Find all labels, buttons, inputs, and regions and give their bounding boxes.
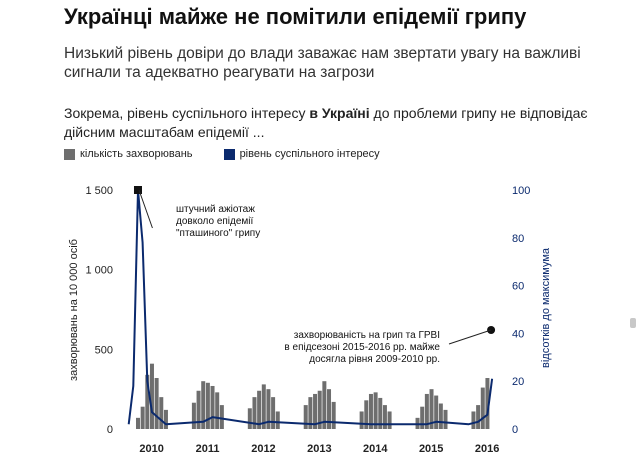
bar <box>485 378 490 429</box>
bar <box>308 397 313 429</box>
legend-item-line: рівень суспільного інтересу <box>223 148 380 160</box>
bar <box>420 406 425 429</box>
y-tick-label: 0 <box>107 424 113 436</box>
legend-swatch-line <box>223 148 235 160</box>
annotation-1-line: "пташиного" грипу <box>176 228 260 239</box>
bar <box>140 406 145 429</box>
y2-tick-label: 0 <box>512 424 518 436</box>
bar <box>443 409 448 429</box>
bar <box>429 389 434 429</box>
bar <box>215 392 220 429</box>
y2-tick-label: 80 <box>512 233 524 245</box>
subtitle: Низький рівень довіри до влади заважає н… <box>64 45 581 81</box>
bar <box>480 387 485 429</box>
bar <box>471 411 476 429</box>
bar <box>378 397 383 429</box>
y2-tick-label: 20 <box>512 376 524 388</box>
bar <box>359 411 364 429</box>
bar <box>368 393 373 429</box>
y-tick-label: 1 500 <box>85 185 113 197</box>
bar <box>205 382 210 429</box>
bar <box>135 417 140 429</box>
y2-axis-title: відсотків до максимума <box>540 247 552 368</box>
annotation-leader-2 <box>448 329 492 345</box>
x-tick-label: 2014 <box>363 443 388 455</box>
annotation-1-line: довколо епідемії <box>176 216 254 227</box>
bar <box>196 390 201 429</box>
interest-line <box>127 189 494 426</box>
bar <box>275 411 280 429</box>
x-tick-label: 2015 <box>419 443 443 455</box>
bar <box>317 390 322 429</box>
bar <box>271 397 276 429</box>
annotation-2-line: в епідсезоні 2015-2016 рр. майже <box>284 342 440 353</box>
legend-label-line: рівень суспільного інтересу <box>239 148 380 160</box>
bar <box>261 384 266 429</box>
bar <box>210 385 215 429</box>
annotation-2-line: захворюваність на грип та ГРВІ <box>294 330 440 341</box>
bar <box>266 389 271 429</box>
x-tick-label: 2013 <box>307 443 331 455</box>
bar <box>424 393 429 429</box>
lead-text-bold: в Україні <box>309 105 370 121</box>
bar <box>191 402 196 429</box>
bar <box>438 403 443 429</box>
annotation-2-line: досягла рівня 2009-2010 рр. <box>309 354 440 365</box>
bar <box>159 397 164 429</box>
y2-tick-label: 100 <box>512 185 530 197</box>
y-tick-label: 500 <box>95 344 113 356</box>
x-tick-label: 2012 <box>251 443 275 455</box>
bar <box>247 408 252 429</box>
chart-legend: кількість захворювань рівень суспільного… <box>64 148 408 163</box>
lead-text-start: Зокрема, рівень суспільного інтересу <box>64 105 310 121</box>
bar <box>373 392 378 429</box>
bar <box>252 397 257 429</box>
y2-tick-label: 40 <box>512 328 524 340</box>
x-tick-label: 2016 <box>475 443 499 455</box>
page-title: Українці майже не помітили епідемії грип… <box>64 4 527 29</box>
legend-swatch-bars <box>64 148 75 160</box>
lead-text: Зокрема, рівень суспільного інтересу в У… <box>64 104 624 142</box>
bar <box>331 401 336 429</box>
x-tick-label: 2010 <box>139 443 163 455</box>
x-tick-label: 2011 <box>196 443 220 455</box>
bar <box>145 374 150 429</box>
bar <box>327 389 332 429</box>
bar <box>219 405 224 429</box>
bar <box>313 393 318 429</box>
bar <box>382 405 387 429</box>
scrollbar-thumb[interactable] <box>630 318 636 328</box>
bar <box>476 405 481 429</box>
peak-marker-2009 <box>133 186 142 194</box>
bar <box>303 405 308 429</box>
legend-label-bars: кількість захворювань <box>80 148 193 160</box>
bar <box>387 411 392 429</box>
bar <box>154 378 159 429</box>
y2-tick-label: 60 <box>512 281 524 293</box>
legend-item-bars: кількість захворювань <box>64 148 193 160</box>
bar <box>364 400 369 429</box>
y-axis-title: захворювань на 10 000 осіб <box>68 239 80 381</box>
bar <box>322 381 327 429</box>
annotation-leader-1 <box>138 189 153 229</box>
bar <box>257 390 262 429</box>
annotation-1-line: штучний ажіотаж <box>176 204 255 215</box>
bar <box>163 409 168 429</box>
lead-text-end: до проблеми грипу не відповідає дійсним … <box>64 105 588 140</box>
bar <box>149 363 154 429</box>
bar <box>201 381 206 429</box>
y-tick-label: 1 000 <box>85 265 113 277</box>
bar <box>434 395 439 429</box>
